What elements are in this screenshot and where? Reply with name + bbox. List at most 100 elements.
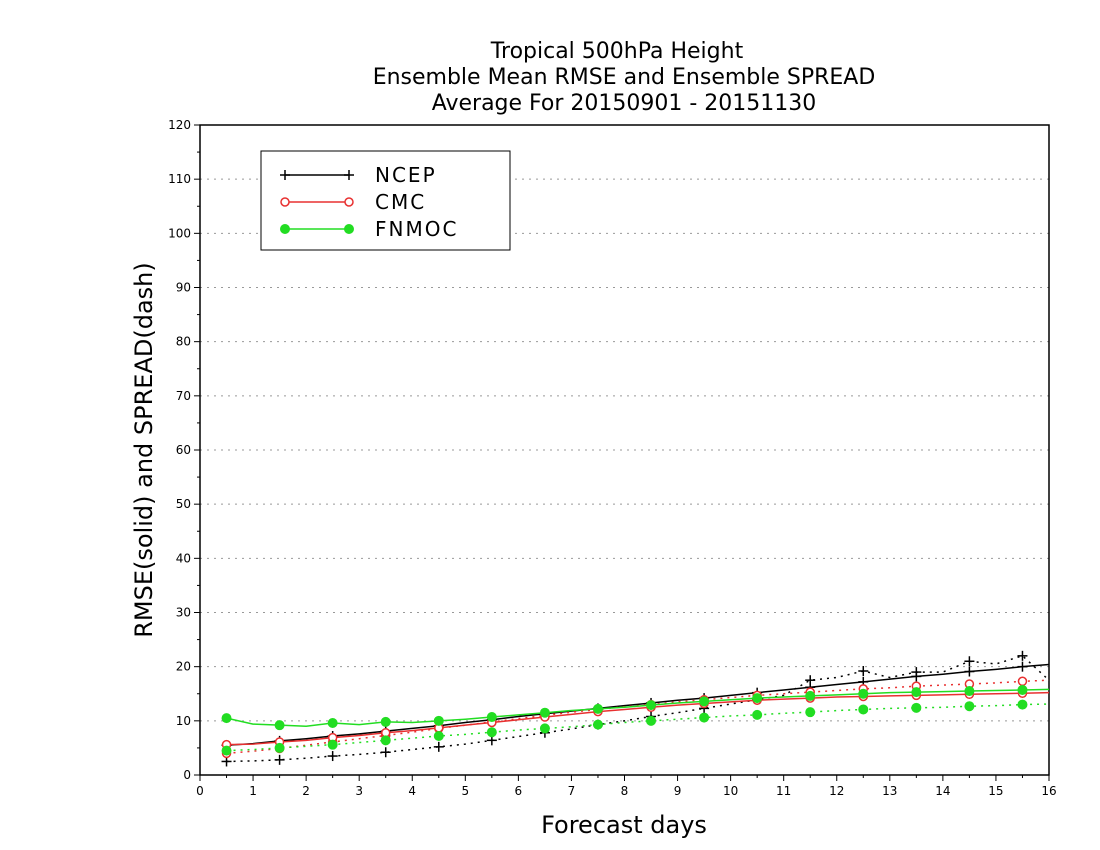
ncep-rmse-line bbox=[226, 663, 1049, 746]
x-tick-label: 7 bbox=[568, 784, 576, 798]
fnmoc-spread-point bbox=[699, 712, 710, 723]
x-tick-label: 13 bbox=[882, 784, 897, 798]
fnmoc-rmse-point bbox=[433, 715, 444, 726]
y-tick-label: 30 bbox=[176, 606, 191, 620]
x-tick-label: 4 bbox=[408, 784, 416, 798]
legend-label: NCEP bbox=[375, 163, 437, 187]
x-tick-label: 14 bbox=[935, 784, 950, 798]
fnmoc-rmse-point bbox=[486, 712, 497, 723]
x-tick-label: 10 bbox=[723, 784, 738, 798]
title-line-1: Tropical 500hPa Height bbox=[490, 39, 744, 64]
legend-marker-start bbox=[280, 224, 290, 234]
ncep-spread-point bbox=[274, 754, 285, 765]
y-tick-label: 60 bbox=[176, 443, 191, 457]
fnmoc-spread-point bbox=[433, 731, 444, 741]
fnmoc-rmse-point bbox=[221, 713, 232, 724]
legend-item-ncep: NCEP bbox=[280, 163, 437, 187]
fnmoc-spread-point bbox=[327, 739, 338, 750]
y-tick-label: 120 bbox=[168, 118, 191, 132]
y-tick-label: 0 bbox=[183, 768, 191, 782]
x-tick-label: 12 bbox=[829, 784, 844, 798]
fnmoc-spread-point bbox=[858, 704, 869, 715]
fnmoc-rmse-point bbox=[539, 707, 550, 718]
y-tick-label: 40 bbox=[176, 551, 191, 565]
x-tick-label: 1 bbox=[249, 784, 257, 798]
ncep-spread-point bbox=[858, 666, 869, 676]
ncep-spread-point bbox=[380, 747, 391, 758]
ncep-rmse-point bbox=[911, 671, 922, 682]
title-line-2: Ensemble Mean RMSE and Ensemble SPREAD bbox=[373, 65, 876, 90]
legend-marker-end bbox=[344, 170, 354, 180]
fnmoc-rmse-point bbox=[805, 690, 816, 701]
fnmoc-rmse-point bbox=[380, 716, 391, 727]
fnmoc-spread-point bbox=[380, 735, 391, 746]
legend: NCEP CMC FNMOC bbox=[260, 150, 511, 251]
y-tick-label: 110 bbox=[168, 172, 191, 186]
series bbox=[221, 650, 1049, 767]
fnmoc-rmse-point bbox=[274, 720, 285, 731]
fnmoc-rmse-point bbox=[1017, 684, 1028, 695]
y-axis-label: RMSE(solid) and SPREAD(dash) bbox=[130, 262, 158, 638]
x-tick-label: 9 bbox=[674, 784, 682, 798]
y-tick-label: 100 bbox=[168, 226, 191, 240]
x-tick-label: 15 bbox=[988, 784, 1003, 798]
legend-item-fnmoc: FNMOC bbox=[280, 217, 458, 241]
series-cmc bbox=[221, 676, 1049, 759]
fnmoc-rmse-point bbox=[646, 700, 657, 711]
legend-box bbox=[260, 150, 511, 251]
fnmoc-spread-point bbox=[1017, 699, 1028, 710]
legend-item-cmc: CMC bbox=[280, 190, 426, 214]
fnmoc-spread-point bbox=[752, 709, 763, 720]
y-tick-label: 50 bbox=[176, 497, 191, 511]
cmc-spread-point bbox=[1017, 676, 1028, 687]
fnmoc-spread-point bbox=[646, 715, 657, 726]
fnmoc-spread-point bbox=[486, 727, 497, 738]
fnmoc-rmse-point bbox=[752, 693, 763, 704]
ncep-rmse-point bbox=[1017, 661, 1028, 672]
legend-marker-end bbox=[344, 197, 354, 207]
legend-marker-start bbox=[280, 170, 290, 180]
fnmoc-spread-point bbox=[221, 745, 232, 756]
fnmoc-spread-point bbox=[911, 702, 922, 713]
fnmoc-spread-line bbox=[226, 703, 1049, 752]
fnmoc-rmse-point bbox=[964, 686, 975, 697]
legend-label: CMC bbox=[375, 190, 426, 214]
y-tick-label: 20 bbox=[176, 660, 191, 674]
cmc-spread-line bbox=[226, 679, 1049, 755]
fnmoc-spread-point bbox=[805, 707, 816, 718]
series-fnmoc bbox=[221, 684, 1049, 756]
fnmoc-rmse-point bbox=[699, 696, 710, 707]
fnmoc-rmse-point bbox=[911, 687, 922, 698]
ncep-spread-point bbox=[327, 751, 338, 762]
y-tick-label: 70 bbox=[176, 389, 191, 403]
legend-marker-start bbox=[280, 197, 290, 207]
x-tick-label: 16 bbox=[1041, 784, 1056, 798]
legend-marker-end bbox=[344, 224, 354, 234]
chart-title: Tropical 500hPa Height Ensemble Mean RMS… bbox=[373, 39, 876, 116]
ncep-spread-point bbox=[433, 741, 444, 752]
y-tick-label: 80 bbox=[176, 335, 191, 349]
x-tick-label: 11 bbox=[776, 784, 791, 798]
ncep-spread-line bbox=[226, 654, 1049, 763]
x-tick-label: 2 bbox=[302, 784, 310, 798]
fnmoc-spread-point bbox=[274, 742, 285, 753]
x-tick-label: 0 bbox=[196, 784, 204, 798]
y-tick-label: 10 bbox=[176, 714, 191, 728]
legend-label: FNMOC bbox=[375, 217, 458, 241]
fnmoc-rmse-point bbox=[327, 718, 338, 728]
ncep-rmse-point bbox=[964, 666, 975, 677]
y-tick-label: 90 bbox=[176, 281, 191, 295]
fnmoc-spread-point bbox=[539, 723, 550, 734]
x-tick-label: 5 bbox=[461, 784, 469, 798]
ncep-spread-point bbox=[221, 756, 232, 767]
fnmoc-rmse-point bbox=[592, 703, 603, 714]
ncep-spread-point bbox=[1017, 650, 1028, 661]
x-tick-label: 3 bbox=[355, 784, 363, 798]
x-tick-label: 8 bbox=[621, 784, 629, 798]
fnmoc-spread-point bbox=[964, 701, 975, 712]
fnmoc-rmse-point bbox=[858, 688, 869, 699]
x-tick-label: 6 bbox=[515, 784, 523, 798]
